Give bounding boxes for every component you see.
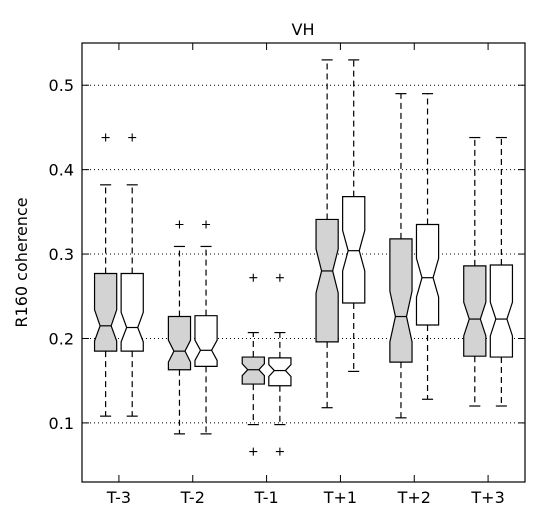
x-tick-label: T-2	[180, 488, 205, 507]
outlier-point	[249, 273, 258, 282]
box-group	[489, 136, 514, 407]
outlier-point	[101, 133, 110, 142]
box-body	[463, 265, 487, 357]
outlier-point	[128, 133, 137, 142]
box-body	[315, 218, 339, 343]
box-group	[194, 220, 218, 435]
box-body	[342, 196, 366, 304]
outlier-point	[275, 273, 284, 282]
outlier-point	[275, 447, 284, 456]
box-body	[194, 315, 218, 367]
box-layer	[93, 59, 514, 456]
y-tick-label: 0.1	[49, 414, 74, 433]
axis-layer: 0.1 0.2 0.3 0.4 0.5 T-3 T-2 T-1 T+1 T+2 T+3	[49, 43, 525, 507]
y-axis-label: R160 coherence	[12, 197, 31, 327]
outlier-point	[175, 220, 184, 229]
box-group	[167, 220, 192, 435]
y-tick-label: 0.4	[49, 161, 74, 180]
box-group	[315, 59, 339, 409]
box-group	[120, 133, 144, 417]
y-tick-label: 0.3	[49, 245, 74, 264]
box-group	[415, 93, 440, 400]
box-body	[241, 356, 265, 385]
box-group	[268, 273, 292, 456]
box-group	[342, 59, 366, 373]
box-body	[268, 357, 292, 387]
chart-title: VH	[292, 20, 315, 39]
y-tick-label: 0.2	[49, 329, 74, 348]
box-body	[489, 264, 514, 358]
box-group	[389, 93, 413, 419]
outlier-point	[249, 447, 258, 456]
box-group	[93, 133, 118, 417]
plot-frame	[81, 42, 526, 483]
outlier-point	[202, 220, 211, 229]
y-tick-label: 0.5	[49, 76, 74, 95]
box-body	[167, 315, 192, 371]
box-body	[389, 238, 413, 363]
box-group	[241, 273, 265, 456]
x-tick-label: T-1	[253, 488, 278, 507]
box-body	[93, 272, 118, 352]
x-tick-label: T+3	[470, 488, 504, 507]
box-body	[415, 223, 440, 326]
x-tick-label: T+1	[323, 488, 357, 507]
box-group	[463, 136, 487, 407]
grid-lines	[82, 84, 525, 424]
box-body	[120, 272, 144, 352]
x-tick-label: T+2	[397, 488, 431, 507]
x-tick-label: T-3	[106, 488, 131, 507]
